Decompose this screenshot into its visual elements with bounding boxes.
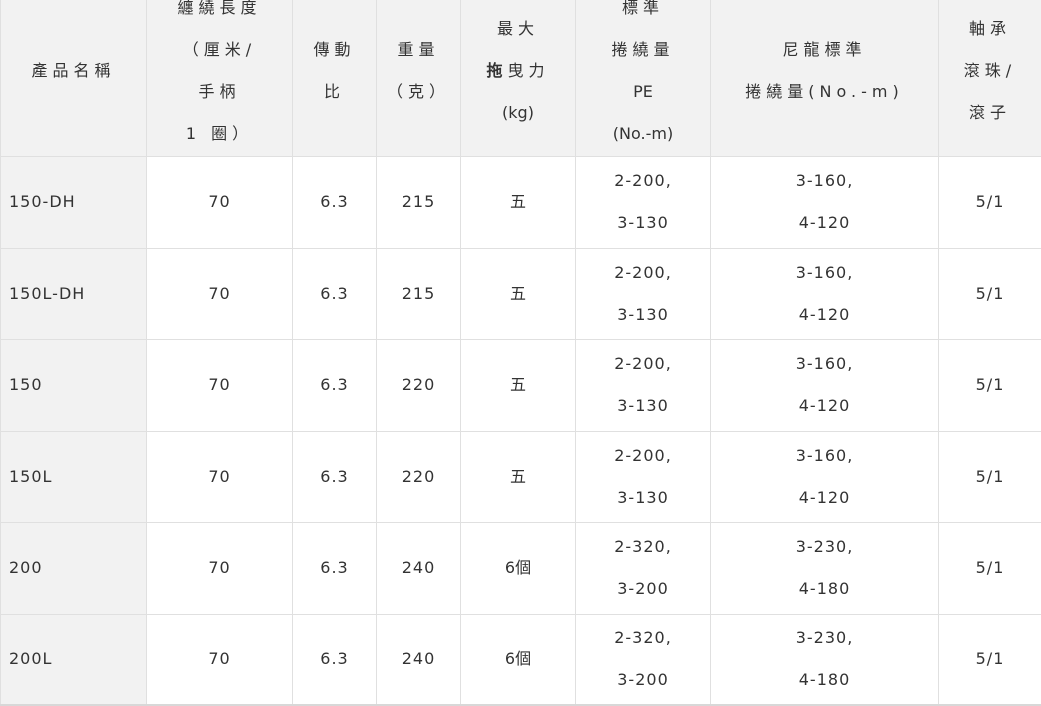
cell-weight: 220 xyxy=(376,339,461,432)
cell-gear-ratio: 6.3 xyxy=(292,156,377,249)
cell-gear-ratio: 6.3 xyxy=(292,522,377,615)
cell-nylon-capacity: 3-160, 4-120 xyxy=(710,339,939,432)
cell-bearings: 5/1 xyxy=(938,156,1041,249)
cell-product-name: 200 xyxy=(0,522,147,615)
cell-max-drag: 五 xyxy=(460,339,576,432)
cell-product-name: 200L xyxy=(0,613,147,706)
cell-product-name: 150 xyxy=(0,339,147,432)
cell-weight: 240 xyxy=(376,522,461,615)
cell-bearings: 5/1 xyxy=(938,247,1041,340)
cell-nylon-capacity: 3-160, 4-120 xyxy=(710,430,939,523)
cell-winding-length: 70 xyxy=(146,522,293,615)
header-pe-capacity: 標準 捲繞量 PE (No.-m) xyxy=(575,0,711,157)
cell-pe-capacity: 2-200, 3-130 xyxy=(575,156,711,249)
table-row: 150-DH 70 6.3 215 五 2-200, 3-130 3-160, … xyxy=(0,156,1041,249)
cell-gear-ratio: 6.3 xyxy=(292,247,377,340)
cell-pe-capacity: 2-200, 3-130 xyxy=(575,247,711,340)
cell-product-name: 150L-DH xyxy=(0,247,147,340)
cell-winding-length: 70 xyxy=(146,156,293,249)
header-row: 產品名稱 纏繞長度 （厘米/ 手柄 1 圈） 傳動 比 重量 （克） 最大 xyxy=(0,0,1041,157)
header-winding-length: 纏繞長度 （厘米/ 手柄 1 圈） xyxy=(146,0,293,157)
table-header: 產品名稱 纏繞長度 （厘米/ 手柄 1 圈） 傳動 比 重量 （克） 最大 xyxy=(0,0,1041,157)
header-bearings: 軸承 滾珠/ 滾子 xyxy=(938,0,1041,157)
cell-bearings: 5/1 xyxy=(938,339,1041,432)
cell-winding-length: 70 xyxy=(146,430,293,523)
cell-pe-capacity: 2-320, 3-200 xyxy=(575,613,711,706)
cell-winding-length: 70 xyxy=(146,247,293,340)
header-product-name: 產品名稱 xyxy=(0,0,147,157)
cell-nylon-capacity: 3-160, 4-120 xyxy=(710,156,939,249)
table-row: 150 70 6.3 220 五 2-200, 3-130 3-160, 4-1… xyxy=(0,339,1041,432)
cell-pe-capacity: 2-320, 3-200 xyxy=(575,522,711,615)
header-label: 產品名稱 xyxy=(31,60,116,80)
cell-max-drag: 五 xyxy=(460,430,576,523)
cell-bearings: 5/1 xyxy=(938,430,1041,523)
header-nylon-capacity: 尼龍標準 捲繞量(No.-m) xyxy=(710,0,939,157)
cell-weight: 215 xyxy=(376,247,461,340)
cell-gear-ratio: 6.3 xyxy=(292,613,377,706)
cell-max-drag: 五 xyxy=(460,156,576,249)
header-weight: 重量 （克） xyxy=(376,0,461,157)
cell-gear-ratio: 6.3 xyxy=(292,430,377,523)
cell-pe-capacity: 2-200, 3-130 xyxy=(575,339,711,432)
table-body: 150-DH 70 6.3 215 五 2-200, 3-130 3-160, … xyxy=(0,156,1041,706)
table-row: 200 70 6.3 240 6個 2-320, 3-200 3-230, 4-… xyxy=(0,522,1041,615)
cell-weight: 240 xyxy=(376,613,461,706)
cell-winding-length: 70 xyxy=(146,339,293,432)
cell-max-drag: 6個 xyxy=(460,613,576,706)
table-row: 150L 70 6.3 220 五 2-200, 3-130 3-160, 4-… xyxy=(0,430,1041,523)
cell-nylon-capacity: 3-160, 4-120 xyxy=(710,247,939,340)
header-max-drag: 最大 拖曳力 (kg) xyxy=(460,0,576,157)
cell-bearings: 5/1 xyxy=(938,522,1041,615)
header-gear-ratio: 傳動 比 xyxy=(292,0,377,157)
cell-winding-length: 70 xyxy=(146,613,293,706)
cell-weight: 220 xyxy=(376,430,461,523)
cell-gear-ratio: 6.3 xyxy=(292,339,377,432)
cell-nylon-capacity: 3-230, 4-180 xyxy=(710,522,939,615)
cell-max-drag: 6個 xyxy=(460,522,576,615)
cell-product-name: 150-DH xyxy=(0,156,147,249)
table-row: 150L-DH 70 6.3 215 五 2-200, 3-130 3-160,… xyxy=(0,247,1041,340)
table-row: 200L 70 6.3 240 6個 2-320, 3-200 3-230, 4… xyxy=(0,613,1041,706)
cell-bearings: 5/1 xyxy=(938,613,1041,706)
cell-weight: 215 xyxy=(376,156,461,249)
cell-product-name: 150L xyxy=(0,430,147,523)
cell-max-drag: 五 xyxy=(460,247,576,340)
cell-pe-capacity: 2-200, 3-130 xyxy=(575,430,711,523)
cell-nylon-capacity: 3-230, 4-180 xyxy=(710,613,939,706)
bold-drag-char: 拖 xyxy=(486,60,508,80)
